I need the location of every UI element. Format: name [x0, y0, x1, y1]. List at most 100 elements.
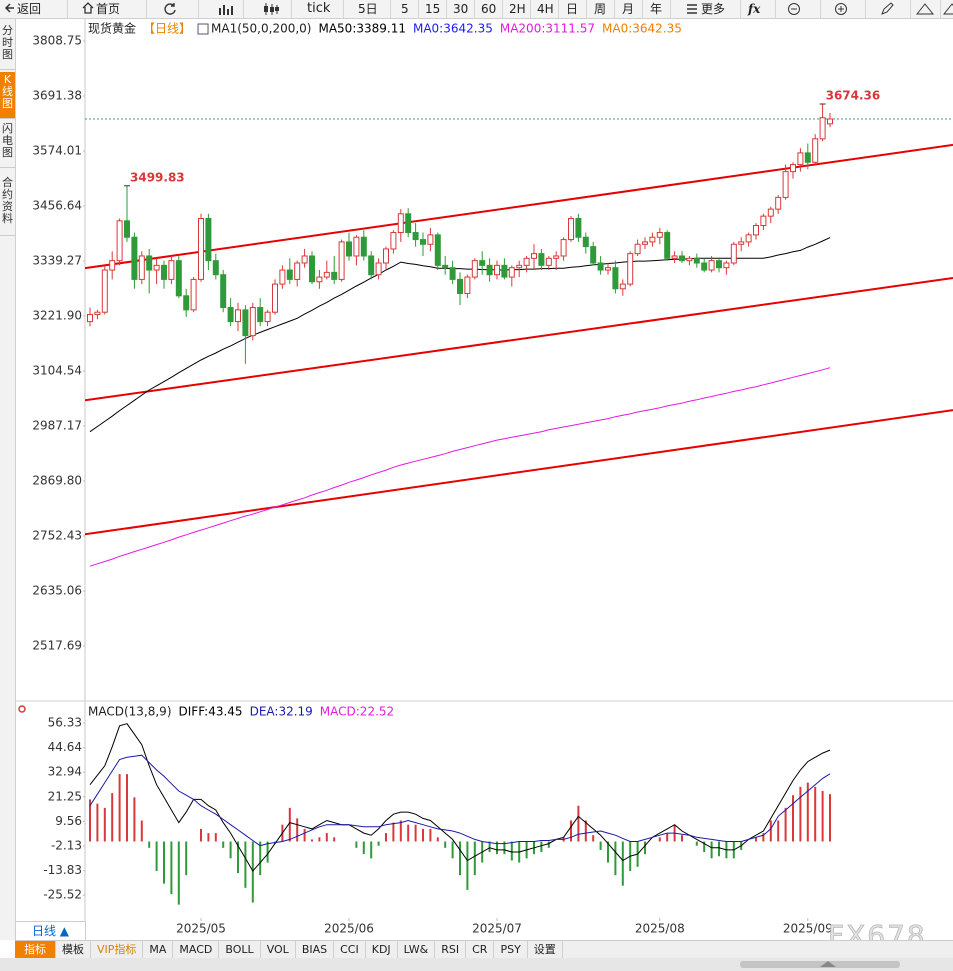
- indicator-tab[interactable]: BOLL: [219, 941, 261, 958]
- indicator-tab[interactable]: KDJ: [366, 941, 398, 958]
- pen-icon[interactable]: [880, 2, 894, 16]
- candle-body: [109, 260, 116, 271]
- legend-entry: MA0:3642.35: [413, 22, 493, 36]
- home-icon[interactable]: [82, 2, 94, 14]
- indicator-tab[interactable]: LW&: [398, 941, 436, 958]
- candle-body: [353, 236, 360, 257]
- toolbar-button[interactable]: 15: [425, 2, 441, 16]
- settings-icon[interactable]: [18, 705, 26, 713]
- toolbar-button[interactable]: 月: [622, 2, 635, 16]
- indicator-tab[interactable]: VIP指标: [91, 941, 144, 958]
- toolbar-button[interactable]: tick: [307, 1, 331, 16]
- candle-body: [153, 264, 160, 271]
- chart-title: 现货黄金: [88, 21, 136, 36]
- candle-body: [198, 217, 204, 280]
- candle-body: [693, 257, 700, 264]
- separator: [586, 0, 587, 18]
- macd-line: [89, 723, 831, 872]
- toolbar-button[interactable]: 首页: [96, 2, 121, 16]
- sidebar-tab[interactable]: 合约资料: [0, 175, 15, 236]
- menu-icon[interactable]: [686, 3, 698, 15]
- candle-body: [464, 276, 471, 294]
- triangle-icon[interactable]: [943, 2, 953, 16]
- x-tick-label: 2025/07: [472, 922, 522, 936]
- indicator-tab[interactable]: PSY: [494, 941, 528, 958]
- indicator-tab[interactable]: 模板: [56, 941, 91, 958]
- sidebar-tab[interactable]: 分时图: [0, 23, 15, 70]
- candle-body: [494, 264, 500, 276]
- y-tick-label: 3104.54: [32, 363, 82, 377]
- toolbar-button[interactable]: 5: [401, 2, 409, 16]
- candle-body: [619, 283, 626, 290]
- candle-body: [679, 255, 685, 262]
- candle-body: [397, 213, 404, 234]
- bar-chart-icon[interactable]: [218, 2, 236, 16]
- y-tick-label: 21.25: [48, 789, 82, 803]
- indicator-tab[interactable]: 指标: [15, 941, 56, 958]
- indicator-tab[interactable]: RSI: [435, 941, 467, 958]
- refresh-icon[interactable]: [163, 2, 177, 16]
- candle-body: [812, 138, 819, 163]
- candle-body: [508, 267, 515, 278]
- y-tick-label: 44.64: [48, 740, 82, 754]
- candle-body: [323, 271, 330, 278]
- toolbar-button[interactable]: 年: [650, 2, 663, 16]
- sidebar-tab[interactable]: K线图: [0, 72, 15, 119]
- separator: [67, 0, 68, 18]
- candle-body: [360, 236, 367, 257]
- sidebar-tab[interactable]: 闪电图: [0, 121, 15, 168]
- separator: [910, 0, 911, 18]
- scroll-thumb[interactable]: [740, 961, 900, 968]
- toolbar-button[interactable]: 5日: [358, 2, 378, 16]
- indicator-tabs: 指标 模板 VIP指标 MA MACD BOLL VOL BIAS CCI KDJ LW& RSI CR…: [15, 940, 953, 958]
- candle-body: [390, 232, 397, 250]
- candle-body: [804, 152, 811, 163]
- candle-body: [383, 248, 389, 264]
- toolbar: 返回 首页 tick 5日 5 15 30 60 2H 4H 日 周 月 年: [0, 0, 953, 19]
- indicator-tab[interactable]: CR: [466, 941, 495, 958]
- toolbar-button[interactable]: 4H: [537, 2, 554, 16]
- indicator-tab[interactable]: MA: [143, 941, 174, 958]
- indicator-tab[interactable]: BIAS: [296, 941, 335, 958]
- back-icon[interactable]: [4, 2, 16, 14]
- candle-body: [301, 255, 308, 264]
- y-tick-label: 2635.06: [32, 583, 82, 597]
- toolbar-button[interactable]: 返回: [17, 2, 42, 16]
- candle-body: [553, 255, 560, 259]
- toolbar-button[interactable]: 60: [481, 2, 497, 16]
- scroll-arrow[interactable]: [818, 959, 838, 969]
- scroll-area: [0, 958, 953, 971]
- candle-body: [671, 255, 678, 259]
- toolbar-button[interactable]: 30: [453, 2, 469, 16]
- y-tick-label: -2.13: [51, 838, 82, 852]
- indicator-tab[interactable]: 设置: [528, 941, 563, 958]
- y-tick-label: 3221.90: [32, 309, 82, 323]
- indicator-tab[interactable]: VOL: [261, 941, 296, 958]
- zoom-in-icon[interactable]: [834, 2, 848, 16]
- legend-entry: MA50:3389.11: [318, 22, 406, 36]
- chart: 3808.75 3691.38 3574.01 3456.64 3339.27 3221.…: [15, 19, 953, 940]
- candle-body: [338, 241, 345, 280]
- candle-body: [656, 232, 663, 238]
- indicator-tab[interactable]: MACD: [173, 941, 220, 958]
- separator: [775, 0, 776, 18]
- y-tick-label: 56.33: [48, 715, 82, 729]
- indicator-tab[interactable]: CCI: [334, 941, 366, 958]
- legend-entry: DIFF:43.45: [179, 705, 243, 719]
- toolbar-button[interactable]: 周: [594, 2, 607, 16]
- labels: 3808.75 3691.38 3574.01 3456.64 3339.27 3221.…: [32, 21, 880, 936]
- candle-body: [767, 208, 774, 217]
- toolbar-button[interactable]: 更多: [701, 2, 726, 16]
- candle-icon[interactable]: [262, 2, 280, 16]
- candle-body: [257, 307, 264, 323]
- toolbar-button[interactable]: fx: [748, 2, 761, 16]
- zoom-out-icon[interactable]: [787, 2, 801, 16]
- toolbar-button[interactable]: 2H: [509, 2, 526, 16]
- separator: [243, 0, 244, 18]
- toolbar-button[interactable]: 日: [566, 2, 579, 16]
- candle-body: [264, 311, 271, 323]
- y-tick-label: -13.83: [43, 863, 82, 877]
- triangle-icon[interactable]: [916, 2, 934, 16]
- period-selector[interactable]: 日线 ▲: [15, 921, 86, 941]
